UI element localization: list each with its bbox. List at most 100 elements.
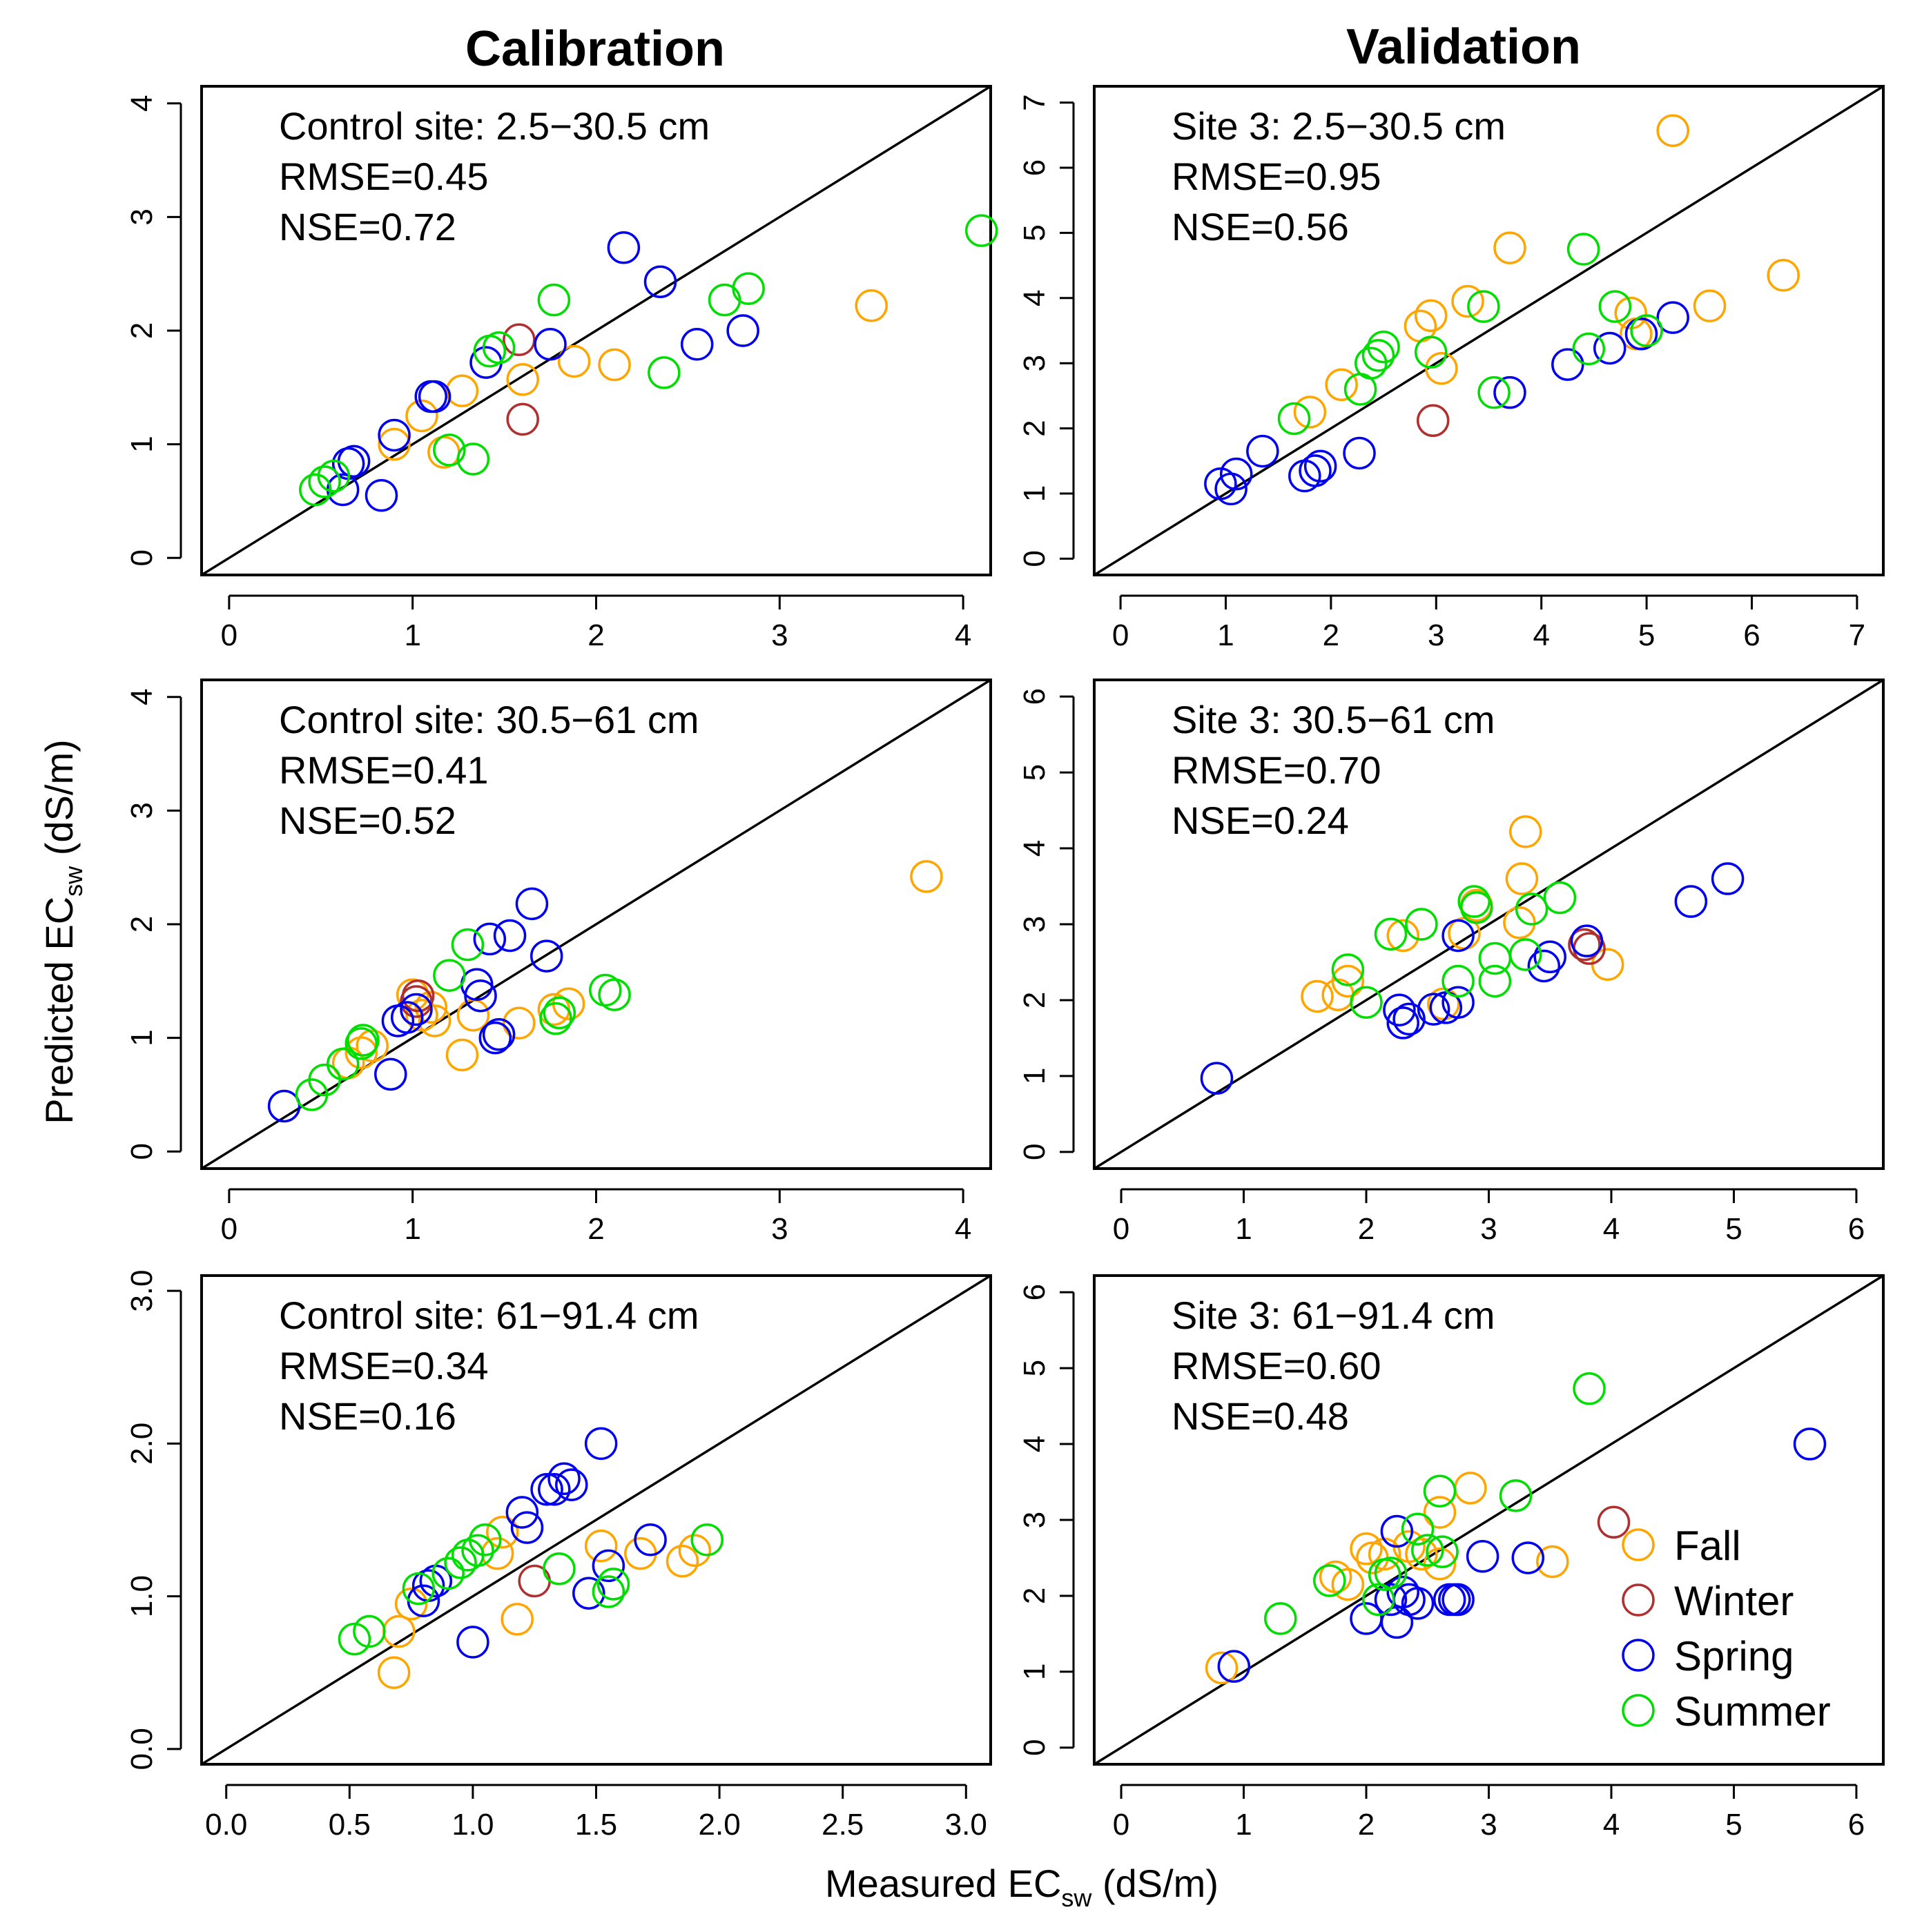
data-point-winter xyxy=(503,323,536,356)
data-point-spring xyxy=(378,418,411,452)
y-tick-label: 3.0 xyxy=(125,1270,159,1312)
data-point-spring xyxy=(1656,301,1689,334)
y-tick-label: 2 xyxy=(125,322,159,339)
panel-annotation: Control site: 2.5−30.5 cm RMSE=0.45 NSE=0.… xyxy=(279,104,710,248)
panel-5: 0.0 0.5 1.0 1.5 2.0 2.5 3.0 0.0 1.0 2.0 3.0 Control… xyxy=(125,1270,992,1842)
data-point-summer xyxy=(1374,917,1408,951)
x-tick-label: 6 xyxy=(1848,1212,1865,1246)
data-point-fall xyxy=(405,399,438,433)
data-point-summer xyxy=(1264,1602,1297,1635)
y-tick-label: 6 xyxy=(1018,688,1051,705)
x-tick-label: 1 xyxy=(1235,1212,1252,1246)
panel-title: Site 3: 30.5−61 cm xyxy=(1172,698,1495,741)
data-point-fall xyxy=(1423,1496,1457,1529)
y-tick-label: 3 xyxy=(1018,1512,1051,1528)
data-point-summer xyxy=(1354,347,1388,380)
data-point-summer xyxy=(444,1546,477,1579)
data-point-fall xyxy=(445,374,479,408)
panel-annotation: Control site: 61−91.4 cm RMSE=0.34 NSE=0.1… xyxy=(279,1294,699,1438)
panel-annotation: Site 3: 30.5−61 cm RMSE=0.70 NSE=0.24 xyxy=(1172,698,1495,842)
panel-stat: RMSE=0.41 xyxy=(279,748,489,792)
series-summer xyxy=(299,214,998,507)
data-point-winter xyxy=(1597,1505,1631,1539)
data-point-fall xyxy=(344,1036,378,1069)
column-title-calibration: Calibration xyxy=(465,21,725,77)
data-point-summer xyxy=(1573,1372,1606,1405)
data-point-summer xyxy=(1277,402,1311,436)
data-point-summer xyxy=(1362,1583,1395,1617)
data-point-spring xyxy=(634,1523,667,1557)
data-point-summer xyxy=(347,1024,380,1057)
y-tick-label: 4 xyxy=(1018,290,1051,306)
data-point-spring xyxy=(365,478,398,512)
data-point-spring xyxy=(1383,993,1416,1026)
panel-stat: NSE=0.24 xyxy=(1172,799,1349,842)
data-point-spring xyxy=(1570,924,1604,957)
x-tick-label: 1 xyxy=(1217,618,1234,652)
y-tick-label: 6 xyxy=(1018,159,1051,176)
data-point-spring xyxy=(680,328,714,361)
panel-stat: NSE=0.48 xyxy=(1172,1394,1349,1438)
x-tick-label: 7 xyxy=(1849,618,1865,652)
data-point-fall xyxy=(1425,352,1458,385)
panel-title: Control site: 61−91.4 cm xyxy=(279,1294,699,1337)
data-point-spring xyxy=(374,1057,407,1091)
x-tick-label: 2 xyxy=(1358,1808,1375,1842)
data-point-spring xyxy=(482,1017,516,1051)
y-tick-label: 7 xyxy=(1018,94,1051,110)
data-point-summer xyxy=(1411,1534,1444,1567)
x-tick-label: 2.0 xyxy=(699,1808,741,1842)
data-point-fall xyxy=(1493,231,1526,264)
plot-frame xyxy=(200,85,992,576)
data-point-spring xyxy=(1200,1062,1234,1095)
x-tick-label: 0 xyxy=(221,1212,237,1246)
series-summer xyxy=(1331,881,1577,1019)
data-point-summer xyxy=(469,1523,502,1557)
data-point-spring xyxy=(607,231,641,264)
panel-annotation: Site 3: 2.5−30.5 cm RMSE=0.95 NSE=0.56 xyxy=(1172,104,1506,248)
x-tick-label: 1.0 xyxy=(451,1808,494,1842)
x-tick-label: 0 xyxy=(1112,618,1129,652)
series-spring xyxy=(267,887,563,1123)
data-point-fall xyxy=(1293,396,1327,429)
data-point-summer xyxy=(1426,1535,1459,1568)
y-tick-label: 3 xyxy=(1018,355,1051,371)
data-point-summer xyxy=(1405,908,1438,941)
data-point-summer xyxy=(317,460,351,493)
data-point-fall xyxy=(1427,987,1460,1021)
data-point-spring xyxy=(1711,862,1745,895)
x-tick-label: 1 xyxy=(1235,1808,1252,1842)
data-point-fall xyxy=(855,289,888,322)
data-point-fall xyxy=(1331,1568,1365,1601)
data-point-spring xyxy=(505,1496,539,1529)
y-tick-label: 3 xyxy=(1018,916,1051,933)
y-tick-label: 1 xyxy=(125,436,159,452)
data-point-summer xyxy=(1630,314,1663,347)
data-point-spring xyxy=(555,1468,588,1501)
y-tick-label: 5 xyxy=(1018,224,1051,241)
data-point-summer xyxy=(648,356,681,389)
legend-label-spring: Spring xyxy=(1674,1633,1794,1679)
data-point-summer xyxy=(543,996,576,1030)
data-point-fall xyxy=(1405,1537,1438,1571)
data-point-summer xyxy=(537,283,571,317)
x-axis-title-main: Measured EC xyxy=(825,1862,1061,1905)
panel-stat: NSE=0.16 xyxy=(279,1394,456,1438)
data-point-spring xyxy=(473,922,507,956)
series-summer xyxy=(295,928,631,1111)
x-tick-label: 6 xyxy=(1848,1808,1865,1842)
data-point-summer xyxy=(433,433,466,467)
plot-frame xyxy=(1093,85,1885,576)
data-point-fall xyxy=(1505,862,1539,895)
data-point-fall xyxy=(501,1603,534,1636)
panel-3: 0 1 2 3 4 0 1 2 3 4 Control site: 30.5−61 cm RMSE=0… xyxy=(125,679,992,1246)
identity-line xyxy=(201,1274,991,1766)
panel-stat: RMSE=0.60 xyxy=(1172,1344,1381,1387)
x-tick-label: 2 xyxy=(588,618,604,652)
x-tick-label: 2.5 xyxy=(822,1808,864,1842)
data-point-spring xyxy=(1417,993,1450,1026)
data-point-spring xyxy=(1441,1583,1475,1617)
data-point-spring xyxy=(1303,449,1337,483)
